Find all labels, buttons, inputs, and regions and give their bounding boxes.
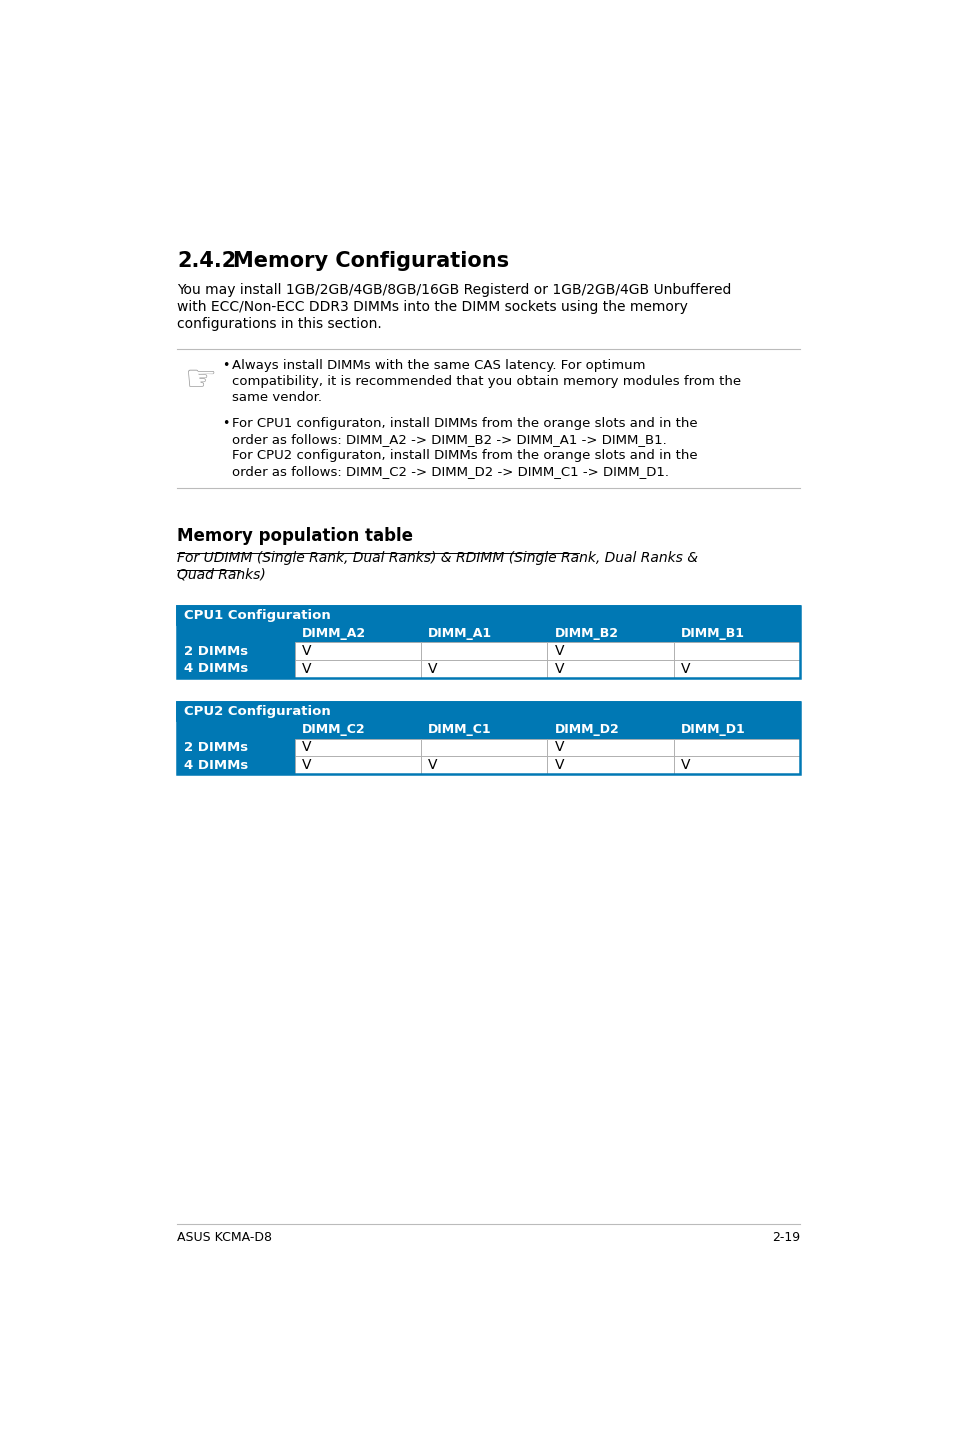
Text: with ECC/Non-ECC DDR3 DIMMs into the DIMM sockets using the memory: with ECC/Non-ECC DDR3 DIMMs into the DIM… [177,301,687,313]
Text: CPU2 Configuration: CPU2 Configuration [184,705,331,718]
Text: V: V [301,661,311,676]
Bar [294,720,420,739]
Text: DIMM_A2: DIMM_A2 [301,627,365,640]
Bar [673,720,800,739]
Text: DIMM_B2: DIMM_B2 [554,627,618,640]
Text: same vendor.: same vendor. [232,391,321,404]
Bar [177,660,294,677]
Text: V: V [428,758,437,772]
Text: Memory Configurations: Memory Configurations [233,252,509,272]
Text: order as follows: DIMM_C2 -> DIMM_D2 -> DIMM_C1 -> DIMM_D1.: order as follows: DIMM_C2 -> DIMM_D2 -> … [232,464,668,477]
Text: ASUS KCMA-D8: ASUS KCMA-D8 [177,1231,273,1244]
Text: 2.4.2: 2.4.2 [177,252,236,272]
Text: DIMM_B1: DIMM_B1 [680,627,744,640]
Text: 2-19: 2-19 [772,1231,800,1244]
Text: Memory population table: Memory population table [177,526,413,545]
Bar [420,756,547,774]
Text: DIMM_C2: DIMM_C2 [301,723,365,736]
Text: 2 DIMMs: 2 DIMMs [184,741,248,754]
Text: DIMM_C1: DIMM_C1 [428,723,491,736]
Bar [547,756,673,774]
Text: •: • [222,360,230,372]
Text: You may install 1GB/2GB/4GB/8GB/16GB Registerd or 1GB/2GB/4GB Unbuffered: You may install 1GB/2GB/4GB/8GB/16GB Reg… [177,283,731,298]
Bar [547,660,673,677]
Bar [420,624,547,643]
Bar [294,756,420,774]
Text: 4 DIMMs: 4 DIMMs [184,663,249,676]
Text: V: V [301,644,311,659]
Text: 2 DIMMs: 2 DIMMs [184,644,248,657]
Bar [420,739,547,756]
Bar [420,643,547,660]
Bar [177,702,800,774]
Bar [177,739,294,756]
Text: V: V [680,661,690,676]
Text: V: V [428,661,437,676]
Bar [177,756,294,774]
Bar [294,624,420,643]
Bar [673,739,800,756]
Bar [177,624,294,643]
Bar [294,739,420,756]
Text: Always install DIMMs with the same CAS latency. For optimum: Always install DIMMs with the same CAS l… [232,360,644,372]
Bar [294,660,420,677]
Text: DIMM_D1: DIMM_D1 [680,723,745,736]
Text: For CPU2 configuraton, install DIMMs from the orange slots and in the: For CPU2 configuraton, install DIMMs fro… [232,449,697,462]
Text: V: V [554,741,563,755]
Text: V: V [554,758,563,772]
Bar [420,720,547,739]
Text: ☞: ☞ [185,362,217,397]
Text: V: V [301,741,311,755]
Bar [547,739,673,756]
Text: CPU1 Configuration: CPU1 Configuration [184,608,331,621]
Text: •: • [222,417,230,430]
Bar [177,720,294,739]
Text: V: V [301,758,311,772]
Text: 4 DIMMs: 4 DIMMs [184,759,249,772]
Text: DIMM_D2: DIMM_D2 [554,723,618,736]
Bar [547,643,673,660]
Bar [177,702,800,720]
Text: compatibility, it is recommended that you obtain memory modules from the: compatibility, it is recommended that yo… [232,375,740,388]
Bar [673,756,800,774]
Text: V: V [554,661,563,676]
Text: V: V [680,758,690,772]
Text: For UDIMM (Single Rank, Dual Ranks) & RDIMM (Single Rank, Dual Ranks &: For UDIMM (Single Rank, Dual Ranks) & RD… [177,551,698,565]
Bar [673,624,800,643]
Bar [547,624,673,643]
Bar [177,605,800,624]
Bar [673,660,800,677]
Bar [177,643,294,660]
Text: order as follows: DIMM_A2 -> DIMM_B2 -> DIMM_A1 -> DIMM_B1.: order as follows: DIMM_A2 -> DIMM_B2 -> … [232,433,666,446]
Bar [547,720,673,739]
Text: V: V [554,644,563,659]
Text: For CPU1 configuraton, install DIMMs from the orange slots and in the: For CPU1 configuraton, install DIMMs fro… [232,417,697,430]
Bar [294,643,420,660]
Text: configurations in this section.: configurations in this section. [177,316,382,331]
Bar [673,643,800,660]
Text: DIMM_A1: DIMM_A1 [428,627,492,640]
Bar [177,605,800,677]
Bar [420,660,547,677]
Text: Quad Ranks): Quad Ranks) [177,568,266,582]
